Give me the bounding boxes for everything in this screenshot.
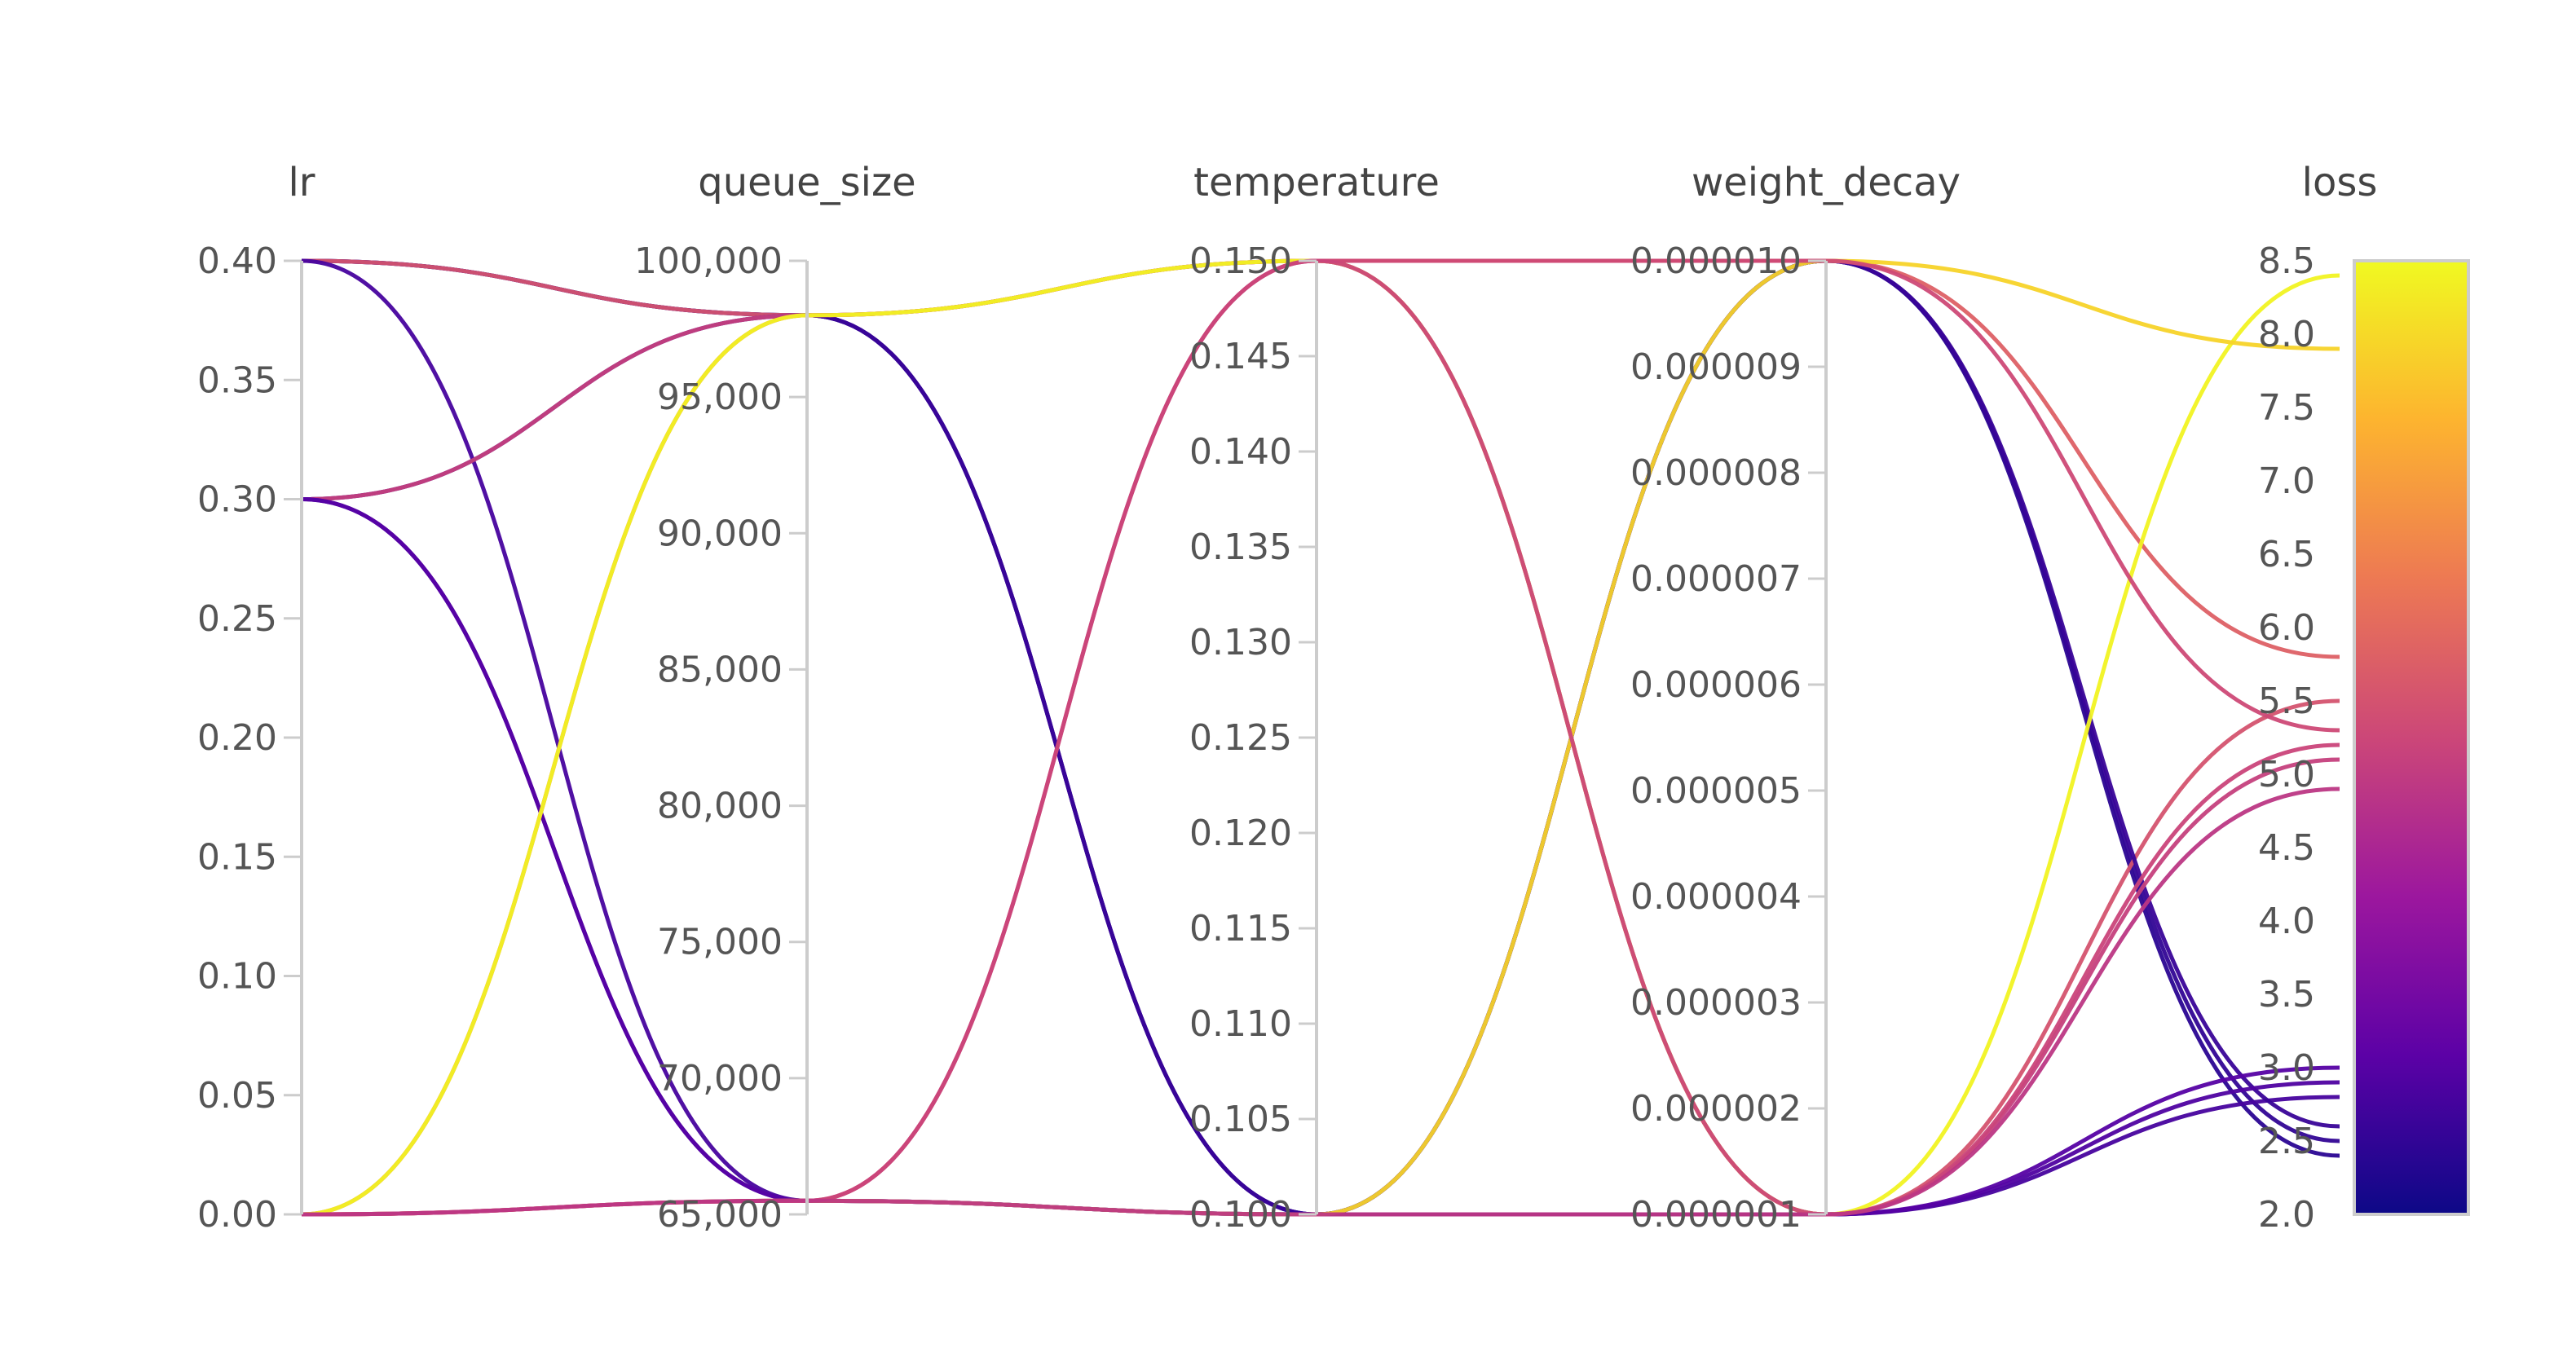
tick-label: 0.20 [197, 717, 277, 759]
axis-loss[interactable]: loss 2.0 2.5 3.0 3.5 4.0 4.5 5.0 5.5 6.0 6.5 7.0 7.5… [2258, 160, 2377, 1236]
tick-label: 0.15 [197, 836, 277, 878]
axis-weight_decay[interactable]: weight_decay 0.000001 0.000002 0.000003 0.00… [1630, 160, 1961, 1236]
tick-label: 8.5 [2258, 240, 2315, 282]
tick-label: 0.10 [197, 956, 277, 998]
tick-label: 6.5 [2258, 534, 2315, 575]
axis-lr[interactable]: lr 0.00 0.05 0.10 0.15 0.20 0.25 0.30 0.35 0.40 [197, 160, 315, 1236]
tick-label: 0.125 [1189, 717, 1292, 759]
tick-label: 8.0 [2258, 314, 2315, 355]
tick-label: 0.00 [197, 1194, 277, 1236]
tick-label: 5.5 [2258, 681, 2315, 722]
tick-label: 0.135 [1189, 526, 1292, 568]
tick-label: 0.000002 [1630, 1088, 1802, 1130]
tick-label: 0.000003 [1630, 982, 1802, 1024]
axis-title: lr [288, 160, 315, 205]
tick-label: 0.110 [1189, 1003, 1292, 1045]
axis-title: temperature [1193, 160, 1440, 205]
tick-label: 65,000 [657, 1194, 783, 1236]
tick-label: 0.145 [1189, 336, 1292, 377]
tick-label: 75,000 [657, 922, 783, 963]
tick-label: 0.130 [1189, 622, 1292, 663]
tick-label: 0.150 [1189, 240, 1292, 282]
tick-label: 0.000005 [1630, 770, 1802, 812]
tick-label: 6.0 [2258, 607, 2315, 649]
tick-label: 0.000001 [1630, 1194, 1802, 1236]
tick-label: 0.000008 [1630, 452, 1802, 494]
tick-label: 0.000007 [1630, 558, 1802, 600]
tick-label: 0.000006 [1630, 664, 1802, 706]
tick-label: 3.5 [2258, 974, 2315, 1016]
tick-label: 0.100 [1189, 1194, 1292, 1236]
axes: lr 0.00 0.05 0.10 0.15 0.20 0.25 0.30 0.35 0.40 qu… [197, 160, 2377, 1236]
series-line [301, 258, 2340, 1217]
tick-label: 7.0 [2258, 460, 2315, 502]
axis-title: queue_size [698, 160, 915, 205]
tick-label: 80,000 [657, 786, 783, 827]
tick-label: 0.40 [197, 240, 277, 282]
series-line [301, 786, 2340, 1217]
tick-label: 5.0 [2258, 754, 2315, 795]
tick-label: 70,000 [657, 1058, 783, 1099]
axis-title: weight_decay [1692, 160, 1961, 205]
tick-label: 4.0 [2258, 901, 2315, 942]
tick-label: 0.115 [1189, 908, 1292, 949]
tick-label: 0.000010 [1630, 240, 1802, 282]
tick-label: 0.000009 [1630, 346, 1802, 388]
series-line [301, 497, 2340, 1217]
tick-label: 0.000004 [1630, 876, 1802, 918]
tick-label: 90,000 [657, 513, 783, 554]
tick-label: 0.140 [1189, 431, 1292, 473]
axis-title: loss [2302, 160, 2378, 205]
axis-queue_size[interactable]: queue_size 65,000 70,000 75,000 80,000 85,000… [634, 160, 916, 1236]
colorbar [2353, 259, 2470, 1216]
series-line [301, 497, 2340, 1217]
tick-label: 2.0 [2258, 1194, 2315, 1236]
tick-label: 0.05 [197, 1075, 277, 1117]
tick-label: 0.120 [1189, 813, 1292, 854]
tick-label: 100,000 [634, 240, 783, 282]
tick-label: 4.5 [2258, 827, 2315, 869]
tick-label: 0.30 [197, 479, 277, 521]
tick-label: 2.5 [2258, 1121, 2315, 1162]
series-lines [301, 258, 2340, 1217]
tick-label: 0.25 [197, 598, 277, 640]
colorbar-gradient [2353, 259, 2470, 1216]
tick-label: 0.105 [1189, 1099, 1292, 1140]
tick-label: 7.5 [2258, 387, 2315, 429]
tick-label: 85,000 [657, 649, 783, 690]
tick-label: 0.35 [197, 359, 277, 401]
tick-label: 95,000 [657, 377, 783, 418]
axis-temperature[interactable]: temperature 0.100 0.105 0.110 0.115 0.120 0.12… [1189, 160, 1440, 1236]
tick-label: 3.0 [2258, 1047, 2315, 1089]
